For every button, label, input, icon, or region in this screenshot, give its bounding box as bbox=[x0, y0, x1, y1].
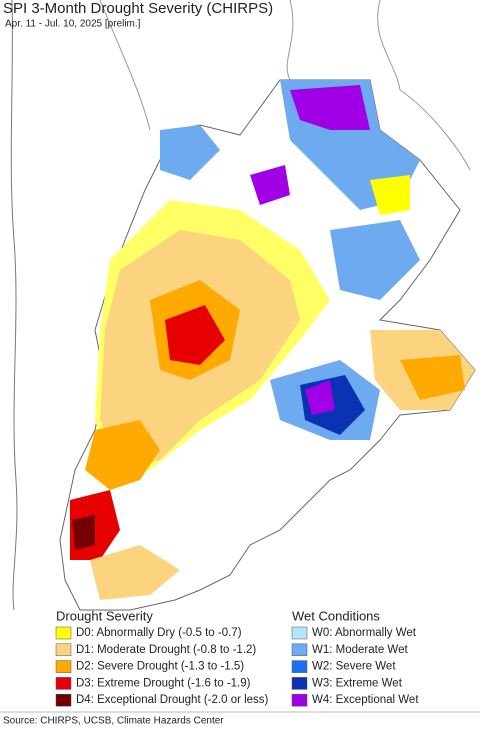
map bbox=[10, 0, 476, 611]
severe-drought bbox=[400, 355, 465, 400]
exceptional-wet bbox=[290, 85, 370, 130]
legend-label: D3: Extreme Drought (-1.6 to -1.9) bbox=[76, 677, 251, 689]
legend-swatch bbox=[55, 693, 72, 707]
severe-drought bbox=[85, 420, 160, 490]
extreme-drought bbox=[165, 305, 225, 365]
legend-label: D4: Exceptional Drought (-2.0 or less) bbox=[76, 694, 269, 706]
legend-title: Drought Severity bbox=[56, 608, 153, 623]
wet-area bbox=[160, 125, 220, 180]
title: SPI 3-Month Drought Severity (CHIRPS) bbox=[3, 0, 273, 17]
exceptional-wet bbox=[250, 165, 290, 205]
legend-label: W2: Severe Wet bbox=[312, 661, 396, 673]
legend-label: D2: Severe Drought (-1.3 to -1.5) bbox=[76, 661, 244, 673]
legend-swatch bbox=[291, 643, 308, 657]
wet-area bbox=[330, 220, 420, 300]
subtitle: Apr. 11 - Jul. 10, 2025 [prelim.] bbox=[5, 19, 141, 30]
legend-swatch bbox=[291, 626, 308, 640]
dry-area bbox=[370, 175, 410, 215]
borders bbox=[99, 0, 471, 171]
legend-title: Wet Conditions bbox=[292, 608, 380, 623]
coastline bbox=[10, 0, 18, 611]
exceptional-wet bbox=[305, 380, 335, 415]
legend-swatch bbox=[291, 660, 308, 673]
legend-label: D1: Moderate Drought (-0.8 to -1.2) bbox=[76, 644, 256, 656]
legend-swatch bbox=[55, 660, 72, 673]
legend-swatch bbox=[291, 677, 308, 690]
legend-label: W0: Abnormally Wet bbox=[312, 627, 417, 639]
legend-label: W3: Extreme Wet bbox=[312, 677, 403, 689]
legend-swatch bbox=[55, 626, 72, 640]
drought-area bbox=[90, 545, 180, 600]
legend-label: W1: Moderate Wet bbox=[312, 644, 408, 656]
source: Source: CHIRPS, UCSB, Climate Hazards Ce… bbox=[3, 716, 224, 727]
legend-label: W4: Exceptional Wet bbox=[312, 694, 419, 706]
legend-swatch bbox=[55, 677, 72, 690]
legend-swatch bbox=[291, 693, 308, 707]
legend-swatch bbox=[55, 643, 72, 657]
legend-label: D0: Abnormally Dry (-0.5 to -0.7) bbox=[76, 627, 242, 639]
exceptional-drought bbox=[72, 515, 95, 550]
